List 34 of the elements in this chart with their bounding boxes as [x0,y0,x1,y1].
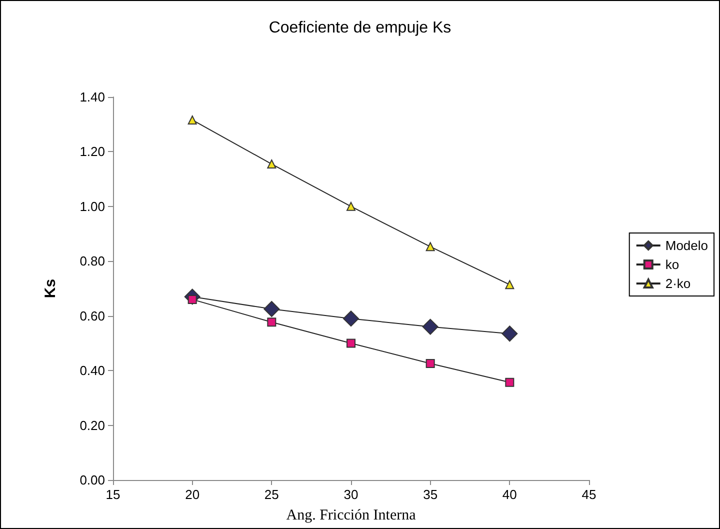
x-tick-label: 25 [264,487,279,502]
point [267,318,276,327]
y-tick-label: 1.00 [80,198,105,214]
legend-label: 2·ko [665,276,691,291]
point [502,326,518,342]
legend-label: Modelo [665,238,708,253]
x-tick-label: 15 [106,487,120,502]
x-tick-label: 30 [344,487,358,502]
x-axis-title: Ang. Fricción Interna [286,508,416,524]
legend-label: ko [665,257,680,272]
chart-title: Coeficiente de empuje Ks [268,20,452,36]
point [346,202,356,211]
y-tick-label: 0.40 [80,363,105,378]
point [267,160,276,169]
point [346,338,356,348]
point [426,242,435,252]
y-tick-label: 0.00 [80,472,105,488]
y-tick-label: 0.80 [80,254,105,269]
x-tick-label: 35 [423,487,438,502]
y-axis-title: Ks [42,278,59,298]
point [264,301,280,318]
point [505,280,514,290]
y-tick-label: 1.40 [80,90,105,104]
x-tick-label: 40 [502,487,517,502]
point [343,310,359,327]
point [505,378,514,387]
y-tick-label: 1.20 [80,144,105,160]
x-tick-label: 20 [185,487,200,502]
point [188,115,197,124]
point [426,358,435,368]
point [422,318,438,335]
y-tick-label: 0.60 [80,308,105,324]
x-tick-label: 45 [582,487,596,502]
y-tick-label: 0.20 [80,418,105,433]
